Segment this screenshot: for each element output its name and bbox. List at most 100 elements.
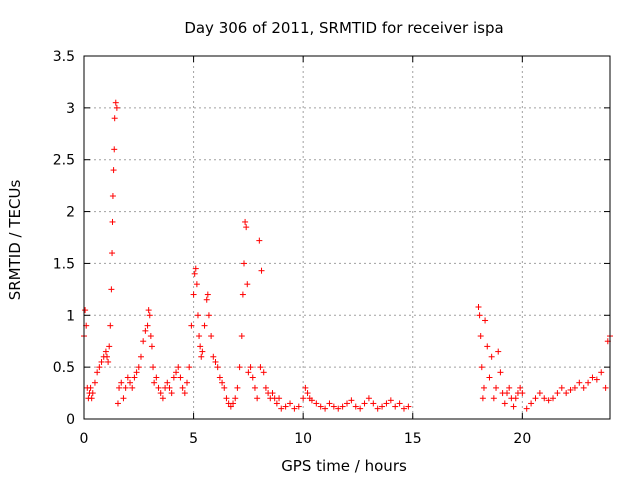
data-point xyxy=(503,390,510,397)
data-point xyxy=(164,379,171,386)
data-point xyxy=(276,395,283,402)
x-tick-label: 20 xyxy=(513,431,531,447)
data-point xyxy=(104,353,111,360)
data-point xyxy=(166,384,173,391)
x-axis-label: GPS time / hours xyxy=(281,457,407,475)
data-point xyxy=(107,322,114,329)
data-point xyxy=(291,405,298,412)
data-point xyxy=(210,353,217,360)
data-point xyxy=(488,353,495,360)
y-tick-label: 1.5 xyxy=(53,256,75,272)
chart-title: Day 306 of 2011, SRMTID for receiver isp… xyxy=(184,19,503,37)
data-point xyxy=(558,384,565,391)
data-point xyxy=(475,303,482,310)
data-point xyxy=(484,343,491,350)
data-point xyxy=(91,379,98,386)
data-point xyxy=(495,348,502,355)
data-point xyxy=(302,384,309,391)
data-point xyxy=(193,281,200,288)
x-tick-label: 5 xyxy=(189,431,198,447)
data-point xyxy=(242,218,249,225)
data-point xyxy=(550,395,557,402)
data-point xyxy=(282,403,289,410)
data-point xyxy=(113,104,120,111)
data-point xyxy=(109,250,116,257)
data-points xyxy=(81,99,613,412)
data-point xyxy=(88,395,95,402)
data-point xyxy=(243,224,250,231)
data-point xyxy=(110,167,117,174)
data-point xyxy=(506,384,513,391)
data-point xyxy=(571,384,578,391)
data-point xyxy=(262,384,269,391)
data-point xyxy=(563,390,570,397)
data-point xyxy=(510,403,517,410)
data-point xyxy=(387,397,394,404)
data-point xyxy=(106,343,113,350)
data-point xyxy=(260,369,267,376)
data-point xyxy=(177,374,184,381)
data-point xyxy=(304,390,311,397)
data-point xyxy=(497,369,504,376)
data-point xyxy=(335,405,342,412)
data-point xyxy=(593,376,600,383)
data-point xyxy=(254,395,261,402)
data-point xyxy=(244,281,251,288)
data-point xyxy=(348,397,355,404)
plot-frame xyxy=(83,55,611,420)
data-point xyxy=(405,403,412,410)
data-point xyxy=(308,397,315,404)
data-point xyxy=(118,379,125,386)
data-point xyxy=(135,364,142,371)
x-tick-label: 15 xyxy=(404,431,422,447)
data-point xyxy=(129,384,136,391)
data-point xyxy=(116,384,123,391)
data-point xyxy=(326,400,333,407)
data-point xyxy=(482,317,489,324)
data-point xyxy=(300,395,307,402)
data-point xyxy=(96,364,103,371)
data-point xyxy=(295,403,302,410)
data-point xyxy=(396,400,403,407)
data-point xyxy=(137,353,144,360)
data-point xyxy=(140,338,147,345)
y-tick-label: 3 xyxy=(66,101,75,117)
data-point xyxy=(212,358,219,365)
data-point xyxy=(216,374,223,381)
data-point xyxy=(114,400,121,407)
data-point xyxy=(585,379,592,386)
data-point xyxy=(98,358,105,365)
data-point xyxy=(477,333,484,340)
data-point xyxy=(192,265,199,272)
data-point xyxy=(532,395,539,402)
data-point xyxy=(523,405,530,412)
data-point xyxy=(554,390,561,397)
data-point xyxy=(339,403,346,410)
data-point xyxy=(257,364,264,371)
data-point xyxy=(478,364,485,371)
data-point xyxy=(352,403,359,410)
data-point xyxy=(598,369,605,376)
data-point xyxy=(201,322,208,329)
data-point xyxy=(109,193,116,200)
data-point xyxy=(94,369,101,376)
data-point xyxy=(541,395,548,402)
data-point xyxy=(223,395,230,402)
data-point xyxy=(567,386,574,393)
data-point xyxy=(155,384,162,391)
data-point xyxy=(159,395,166,402)
data-point xyxy=(580,384,587,391)
data-point xyxy=(197,343,204,350)
data-point xyxy=(251,384,258,391)
data-point xyxy=(269,390,276,397)
data-point xyxy=(219,379,226,386)
data-point xyxy=(203,296,210,303)
data-point xyxy=(108,286,115,293)
data-point xyxy=(146,312,153,319)
data-point xyxy=(317,403,324,410)
data-point xyxy=(232,395,239,402)
data-point xyxy=(536,390,543,397)
data-point xyxy=(258,267,265,274)
data-point xyxy=(519,390,526,397)
data-point xyxy=(87,384,94,391)
